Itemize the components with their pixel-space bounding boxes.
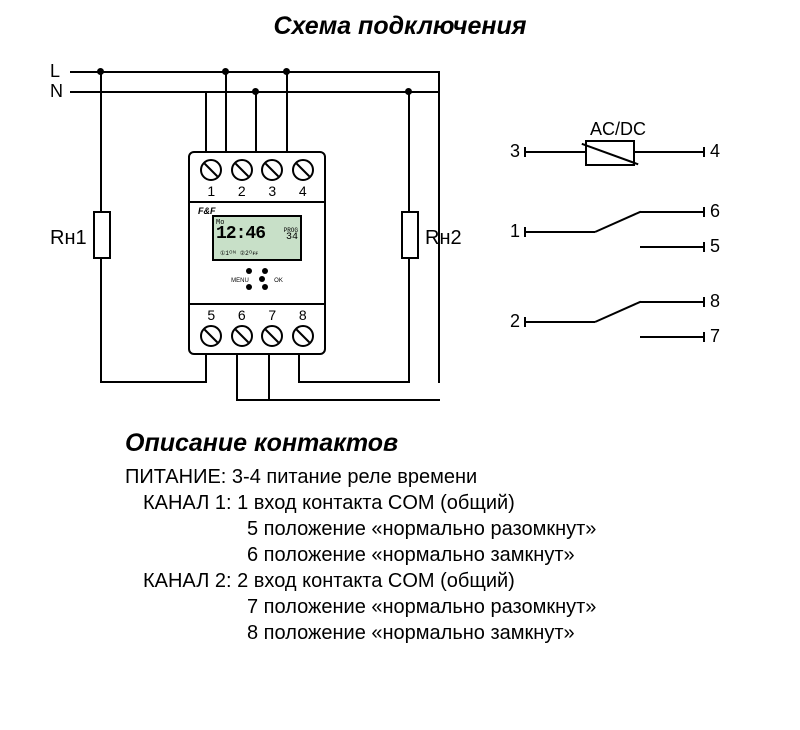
screw-terminal-icon [200,159,222,181]
term-num: 8 [299,307,307,323]
timer-relay-device: 1 2 3 4 F&F Mo 12:46 PROG34 ①1ᴼᴺ ②2ᴼꜰꜰ M… [188,151,326,355]
desc-line: 8 положение «нормально замкнут» [247,620,800,646]
pin-3: 3 [510,141,520,162]
lcd-prog: PROG34 [284,227,298,241]
wire [268,381,270,401]
wire [438,71,440,383]
screw-terminal-icon [261,159,283,181]
contact-arm [595,301,641,323]
wire [100,71,102,211]
acdc-label: AC/DC [590,119,646,140]
pin-7: 7 [710,326,720,347]
screw-terminal-icon [261,325,283,347]
tick [703,332,705,342]
term-num: 1 [207,183,215,199]
tick [524,147,526,157]
term-num: 6 [238,307,246,323]
wire [408,91,410,211]
wire [298,351,300,383]
lcd-bottom: ①1ᴼᴺ ②2ᴼꜰꜰ [220,250,258,257]
wire [100,381,205,383]
desc-line: ПИТАНИЕ: 3-4 питание реле времени [125,464,800,490]
tick [703,207,705,217]
tick [703,242,705,252]
button-dot-icon [262,284,268,290]
button-dot-icon [246,284,252,290]
pin-8: 8 [710,291,720,312]
button-dot-icon [259,276,265,282]
tick [703,297,705,307]
button-dot-icon [246,268,252,274]
wire [236,399,440,401]
wire [640,301,705,303]
tick [703,147,705,157]
tick [524,317,526,327]
l-rail [70,71,440,73]
term-num: 7 [268,307,276,323]
wire [225,71,227,153]
wire [408,257,410,381]
load-r2-label: Rн2 [425,227,462,250]
pin-2: 2 [510,311,520,332]
term-num: 3 [268,183,276,199]
contacts-description: Описание контактов ПИТАНИЕ: 3-4 питание … [125,429,800,646]
desc-title: Описание контактов [125,429,800,458]
wire [205,351,207,383]
divider [190,303,324,305]
wire [205,91,207,153]
contact-arm [595,211,641,233]
desc-line: КАНАЛ 1: 1 вход контакта COM (общий) [143,490,800,516]
lcd-screen: Mo 12:46 PROG34 ①1ᴼᴺ ②2ᴼꜰꜰ [212,215,302,261]
pin-6: 6 [710,201,720,222]
wire [286,71,288,153]
wire [525,151,585,153]
wiring-diagram: L N Rн1 Rн2 1 [0,41,800,411]
load-r1-label: Rн1 [50,227,87,250]
term-num: 2 [238,183,246,199]
rail-n-label: N [50,81,63,102]
pin-4: 4 [710,141,720,162]
bottom-num-row: 5 6 7 8 [190,307,324,323]
wire [635,151,705,153]
main-title: Схема подключения [0,12,800,41]
screw-terminal-icon [231,159,253,181]
tick [524,227,526,237]
screw-terminal-icon [231,325,253,347]
wire [525,231,595,233]
wire [205,91,207,92]
wire [525,321,595,323]
wire [640,336,705,338]
screw-terminal-icon [292,325,314,347]
btn-label: OK [274,278,283,284]
load-r1 [93,211,111,259]
wire [298,381,410,383]
wire [236,381,238,401]
screw-terminal-icon [292,159,314,181]
wire [640,246,705,248]
desc-line: 6 положение «нормально замкнут» [247,542,800,568]
bottom-screw-row [190,325,324,347]
device-buttons: MENU OK [190,268,324,292]
pin-5: 5 [710,236,720,257]
pin-1: 1 [510,221,520,242]
wire [268,351,270,383]
divider [190,201,324,203]
wire [236,351,238,383]
desc-line: 5 положение «нормально разомкнут» [247,516,800,542]
coil-icon [585,140,635,166]
top-screw-row [190,159,324,181]
wire [640,211,705,213]
btn-label: MENU [231,278,249,284]
wire [255,91,257,153]
wire [100,257,102,381]
desc-line: 7 положение «нормально разомкнут» [247,594,800,620]
term-num: 4 [299,183,307,199]
screw-terminal-icon [200,325,222,347]
load-r2 [401,211,419,259]
button-dot-icon [262,268,268,274]
desc-line: КАНАЛ 2: 2 вход контакта COM (общий) [143,568,800,594]
term-num: 5 [207,307,215,323]
top-num-row: 1 2 3 4 [190,183,324,199]
rail-l-label: L [50,61,60,82]
